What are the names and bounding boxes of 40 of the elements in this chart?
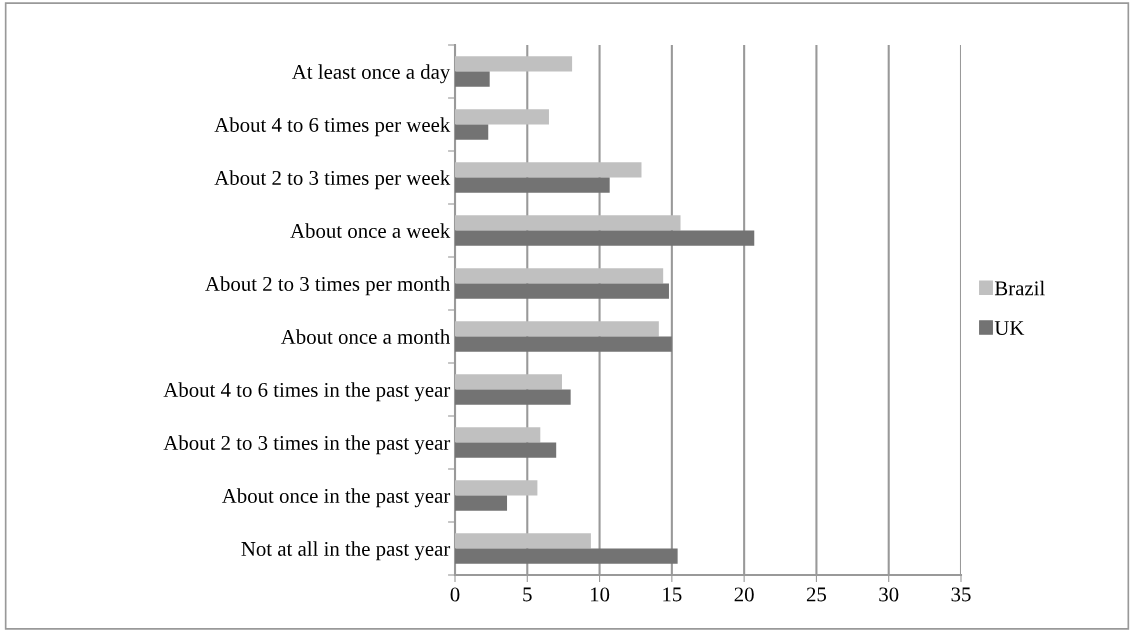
bar [455,336,672,352]
y-tick-label: About 2 to 3 times per week [214,170,451,190]
bar [455,389,571,405]
bar [455,124,489,140]
bar [455,427,541,443]
bar [455,283,669,299]
legend-label: Brazil [994,280,1045,296]
bar [455,548,678,564]
bar [455,374,562,390]
bar [455,56,573,72]
y-tick-label: About once a month [280,329,450,344]
y-tick-label: About 4 to 6 times in the past year [163,382,451,402]
y-tick-label: About 4 to 6 times per week [214,117,451,137]
x-tick-label: 0 [450,587,460,602]
bar [455,442,557,458]
bar [455,495,508,511]
x-tick-label: 15 [663,587,682,602]
y-tick-label: At least once a day [291,64,451,84]
bar [455,109,549,125]
x-tick-label: 5 [523,587,532,602]
y-tick-label: About once in the past year [221,488,451,508]
bar [455,480,538,496]
y-tick-label: Not at all in the past year [241,541,451,561]
x-tick-label: 20 [734,587,754,602]
y-tick-label: About once a week [290,223,451,238]
bar [455,321,659,337]
bar [455,533,591,549]
bar [455,71,490,87]
y-tick-label: About 2 to 3 times in the past year [163,435,451,455]
bar [455,215,681,231]
x-tick-label: 10 [590,587,610,602]
bar [455,177,610,193]
bar [455,268,664,284]
x-tick-label: 25 [806,587,827,602]
legend-label: UK [994,321,1025,336]
bar [455,162,642,178]
bar [455,230,755,246]
x-tick-label: 35 [951,587,971,602]
y-tick-label: About 2 to 3 times per month [205,276,450,296]
x-tick-label: 30 [879,587,899,602]
